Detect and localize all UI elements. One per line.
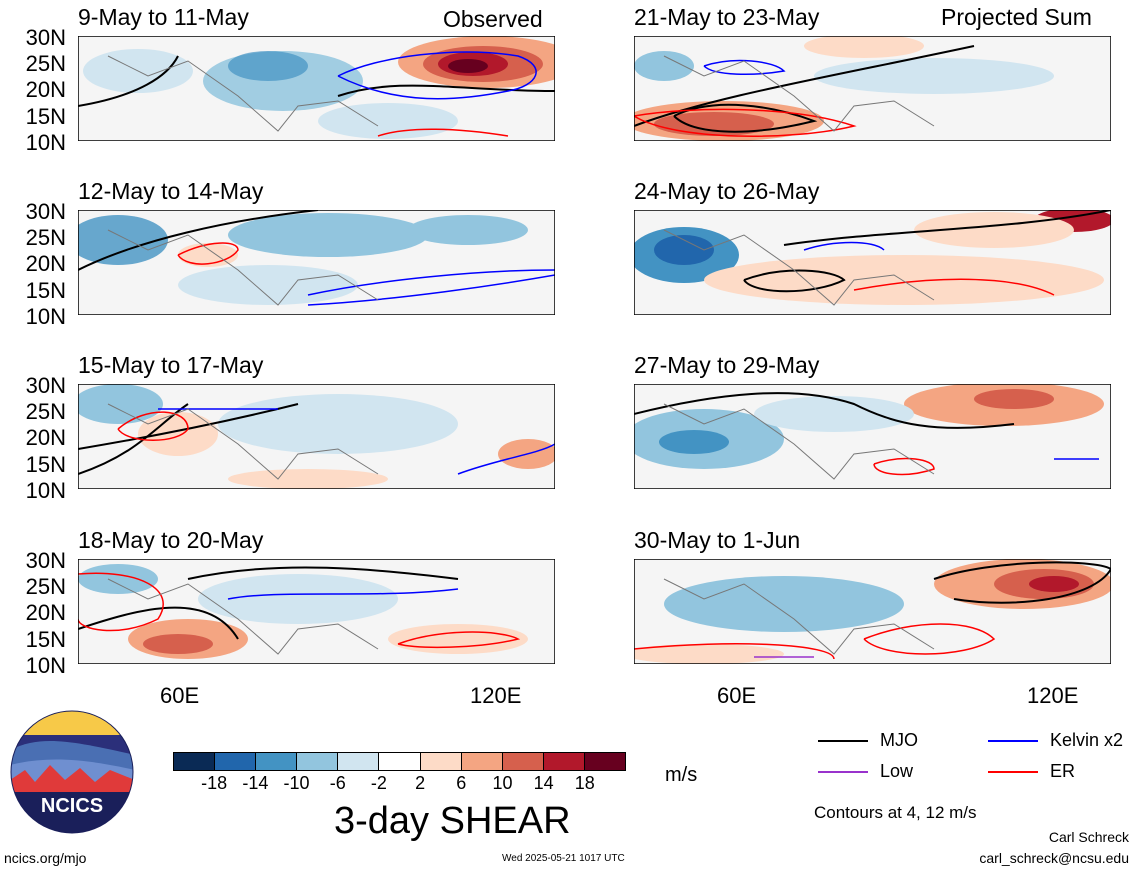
footer-timestamp: Wed 2025-05-21 1017 UTC — [502, 853, 625, 864]
lat-label: 30N — [25, 199, 66, 224]
colorbar-swatch — [337, 753, 379, 770]
legend-line-mjo — [818, 740, 868, 742]
colorbar-ticks: -18 -14 -10 -6 -2 2 6 10 14 18 — [173, 774, 626, 796]
panel-date-left-4: 18-May to 20-May — [78, 527, 264, 553]
lon-label-left-60e: 60E — [160, 683, 200, 708]
lat-label: 10N — [25, 130, 66, 155]
panel-date-left-1: 9-May to 11-May — [78, 4, 249, 30]
colorbar-tick-label: 14 — [533, 773, 554, 793]
colorbar-swatch — [419, 753, 461, 770]
map-panel-left-2 — [78, 210, 555, 315]
map-panel-right-2 — [634, 210, 1111, 315]
map-panel-left-3 — [78, 384, 555, 489]
legend-label-low: Low — [880, 761, 914, 781]
colorbar-swatch — [296, 753, 338, 770]
legend-line-low — [818, 771, 868, 773]
lat-label: 10N — [25, 478, 66, 503]
observed-label: Observed — [443, 6, 543, 32]
colorbar-units: m/s — [665, 764, 698, 786]
legend-label-mjo: MJO — [880, 730, 918, 750]
lat-label: 15N — [25, 104, 66, 129]
lat-label: 15N — [25, 627, 66, 652]
lat-label: 20N — [25, 425, 66, 450]
lat-label: 20N — [25, 77, 66, 102]
colorbar-tick-label: -6 — [329, 773, 346, 793]
lon-label-right-60e: 60E — [717, 683, 757, 708]
lat-label: 10N — [25, 304, 66, 329]
lat-label: 10N — [25, 653, 66, 678]
colorbar-swatch — [378, 753, 420, 770]
lat-label: 25N — [25, 51, 66, 76]
legend-label-er: ER — [1050, 761, 1076, 781]
lat-label: 30N — [25, 373, 66, 398]
colorbar-tick-label: 18 — [574, 773, 595, 793]
colorbar-tick-label: -18 — [201, 773, 228, 793]
panel-date-right-2: 24-May to 26-May — [634, 178, 820, 204]
lat-label: 30N — [25, 548, 66, 573]
lon-label-left-120e: 120E — [470, 683, 522, 708]
lat-label: 20N — [25, 251, 66, 276]
lat-label: 25N — [25, 399, 66, 424]
map-panel-left-1 — [78, 36, 555, 141]
footer-email: carl_schreck@ncsu.edu — [979, 850, 1129, 866]
map-panel-right-4 — [634, 559, 1111, 664]
map-panel-right-3 — [634, 384, 1111, 489]
ncics-logo: NCICS — [10, 710, 134, 834]
legend-line-er — [988, 771, 1038, 773]
lat-label: 25N — [25, 225, 66, 250]
lon-label-right-120e: 120E — [1027, 683, 1079, 708]
panel-date-right-1: 21-May to 23-May — [634, 4, 820, 30]
colorbar-swatch — [583, 753, 626, 770]
colorbar — [173, 752, 626, 771]
map-panel-left-4 — [78, 559, 555, 664]
panel-date-left-3: 15-May to 17-May — [78, 352, 264, 378]
legend: MJO Kelvin x2 Low ER — [818, 730, 1128, 780]
contour-note: Contours at 4, 12 m/s — [814, 803, 977, 822]
colorbar-tick-label: 6 — [456, 773, 467, 793]
lat-label: 30N — [25, 25, 66, 50]
panel-date-right-3: 27-May to 29-May — [634, 352, 820, 378]
panel-date-right-4: 30-May to 1-Jun — [634, 527, 801, 553]
legend-label-kelvin: Kelvin x2 — [1050, 730, 1124, 750]
panel-date-left-2: 12-May to 14-May — [78, 178, 264, 204]
colorbar-tick-label: 10 — [492, 773, 513, 793]
colorbar-tick-label: -14 — [242, 773, 269, 793]
colorbar-swatch — [174, 753, 215, 770]
colorbar-tick-label: -10 — [283, 773, 310, 793]
lat-label: 25N — [25, 574, 66, 599]
legend-line-kelvin — [988, 740, 1038, 742]
lat-label: 15N — [25, 452, 66, 477]
map-panel-right-1 — [634, 36, 1111, 141]
projected-sum-label: Projected Sum — [941, 4, 1092, 30]
colorbar-title: 3-day SHEAR — [334, 800, 571, 842]
colorbar-swatch — [501, 753, 543, 770]
footer-url: ncics.org/mjo — [4, 850, 87, 866]
lat-label: 15N — [25, 278, 66, 303]
colorbar-swatch — [255, 753, 297, 770]
colorbar-swatch — [460, 753, 502, 770]
lat-label: 20N — [25, 600, 66, 625]
colorbar-tick-label: -2 — [370, 773, 387, 793]
colorbar-swatch — [214, 753, 256, 770]
footer-author: Carl Schreck — [1048, 829, 1129, 845]
colorbar-tick-label: 2 — [415, 773, 426, 793]
colorbar-swatch — [542, 753, 584, 770]
logo-text: NCICS — [41, 795, 103, 817]
